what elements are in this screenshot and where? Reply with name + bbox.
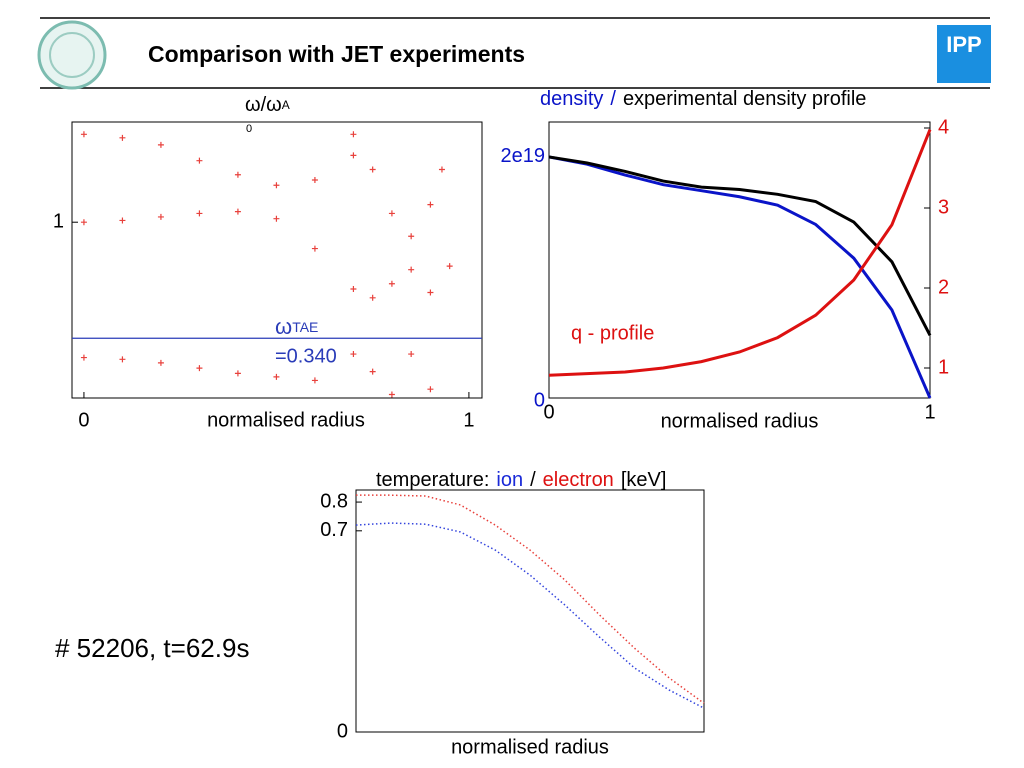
point — [311, 377, 318, 384]
title-part: temperature: — [376, 469, 489, 491]
x-tick-label: 0 — [78, 409, 89, 431]
point — [196, 210, 203, 217]
plot-frame — [355, 489, 705, 733]
point — [311, 177, 318, 184]
point — [446, 263, 453, 270]
y-tick-label: 0.7 — [320, 519, 348, 541]
y-tick-label: 1 — [53, 210, 64, 232]
plot-frame — [548, 121, 931, 399]
point — [119, 134, 126, 141]
y-axis-label-main: ω/ω — [245, 94, 282, 116]
y-tick-label: 2e19 — [501, 145, 546, 167]
x-axis-label: normalised radius — [207, 409, 365, 431]
title-part: density — [540, 88, 603, 110]
point — [388, 210, 395, 217]
chart-title: temperature: ion / electron [keV] — [376, 469, 666, 491]
point — [427, 386, 434, 393]
point — [369, 368, 376, 375]
title-part: electron — [543, 469, 614, 491]
shot-label: # 52206, t=62.9s — [55, 633, 249, 663]
ipp-logo-text: IPP — [946, 32, 981, 57]
point — [388, 391, 395, 398]
y-axis-label-sub2: 0 — [246, 123, 252, 135]
point — [273, 215, 280, 222]
tae-label: ωTAE — [275, 314, 318, 339]
point — [119, 356, 126, 363]
point — [234, 208, 241, 215]
point — [80, 354, 87, 361]
ipp-logo — [937, 25, 991, 83]
title-part: ion — [496, 469, 523, 491]
point — [350, 351, 357, 358]
point — [273, 373, 280, 380]
plot-frame — [71, 121, 483, 399]
point — [350, 152, 357, 159]
x-tick-label: 1 — [924, 401, 935, 423]
point — [408, 351, 415, 358]
point — [196, 157, 203, 164]
title-part: / — [610, 88, 616, 110]
y2-tick-label: 4 — [938, 116, 949, 138]
title-part: / — [530, 469, 536, 491]
x-tick-label: 1 — [463, 409, 474, 431]
point — [408, 233, 415, 240]
logo — [37, 20, 107, 90]
point — [273, 182, 280, 189]
tae-sub: TAE — [292, 319, 318, 335]
title-part: experimental density profile — [623, 88, 866, 110]
y2-tick-label: 3 — [938, 196, 949, 218]
point — [157, 213, 164, 220]
series-line — [548, 129, 932, 377]
y2-tick-label: 1 — [938, 356, 949, 378]
tae-symbol: ω — [275, 314, 292, 339]
point — [196, 365, 203, 372]
point — [311, 245, 318, 252]
point — [119, 217, 126, 224]
series-line — [548, 155, 932, 399]
point — [350, 286, 357, 293]
point — [80, 219, 87, 226]
annotation: q - profile — [571, 322, 654, 344]
y-tick-label: 0 — [534, 389, 545, 411]
series-line — [356, 494, 705, 704]
point — [234, 370, 241, 377]
point — [427, 201, 434, 208]
point — [157, 359, 164, 366]
point — [408, 266, 415, 273]
tae-value: =0.340 — [275, 346, 337, 368]
y-axis-label-sub: A — [282, 98, 290, 112]
point — [80, 131, 87, 138]
y-tick-label: 0.8 — [320, 490, 348, 512]
logo-inner — [49, 32, 95, 78]
point — [350, 131, 357, 138]
x-tick-label: 0 — [543, 401, 554, 423]
series-line — [548, 155, 932, 337]
x-axis-label: normalised radius — [451, 736, 609, 758]
x-axis-label: normalised radius — [661, 410, 819, 432]
point — [234, 171, 241, 178]
slide-title: Comparison with JET experiments — [148, 41, 525, 67]
point — [157, 141, 164, 148]
point — [427, 289, 434, 296]
series-line — [355, 522, 705, 709]
chart-title: density / experimental density profile — [540, 88, 866, 110]
point — [369, 294, 376, 301]
point — [438, 166, 445, 173]
y2-tick-label: 2 — [938, 276, 949, 298]
y-tick-label: 0 — [337, 720, 348, 742]
point — [388, 280, 395, 287]
title-part: [keV] — [621, 469, 667, 491]
point — [369, 166, 376, 173]
y-axis-label: ω/ωA — [245, 94, 290, 116]
